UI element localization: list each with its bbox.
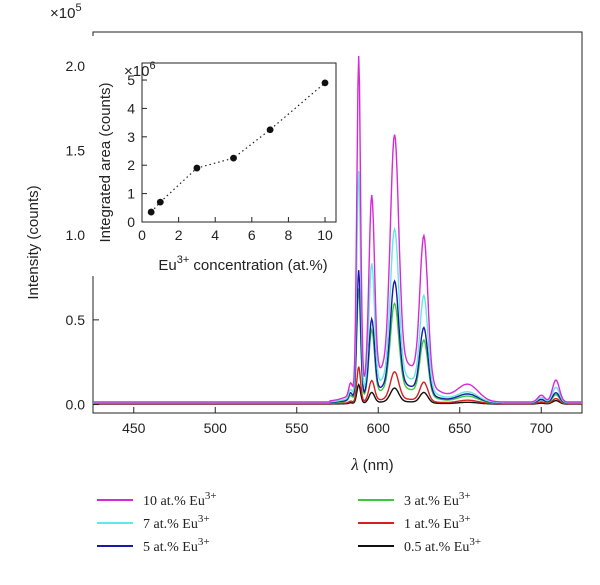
legend-label-text: 3 at.% Eu [404,494,459,509]
inset-dotted-trend-line [150,82,326,213]
inset-y-tick-label: 2 [127,157,135,173]
inset-x-tick-label: 10 [317,227,333,243]
inset-background [90,36,352,276]
inset-y-axis-label: Integrated area (counts) [97,82,114,242]
inset-point-5 [321,79,329,87]
main-y-multiplier-base: ×10 [50,5,75,22]
main-x-tick-label: 600 [367,420,391,436]
main-x-axis-ticks: 450 500 550 600 650 700 [122,407,553,436]
legend-label-text: 7 at.% Eu [143,517,198,532]
main-x-tick-label: 650 [448,420,472,436]
inset-x-axis-label-rest: concentration (at.%) [189,257,327,274]
inset-y-tick-label: 4 [127,100,135,116]
inset-x-axis-ticks: 0 2 4 6 8 10 [138,217,333,243]
inset-y-tick-label: 5 [127,72,135,88]
inset-point-2 [193,164,201,172]
main-x-axis-label-symbol: λ [350,455,358,474]
main-y-tick-label: 0.5 [66,312,86,328]
main-y-tick-label: 1.5 [66,143,86,159]
inset-point-3 [230,154,237,162]
inset-x-axis-label: Eu3+ concentration (at.%) [158,254,327,274]
inset-x-axis-label-eu: Eu [158,257,176,274]
legend: 10 at.% Eu3+7 at.% Eu3+5 at.% Eu3+3 at.%… [97,490,481,555]
legend-label-4: 1 at.% Eu3+ [404,513,471,532]
main-x-tick-label: 700 [530,420,554,436]
legend-label-0: 10 at.% Eu3+ [143,490,217,509]
legend-label-sup: 3+ [469,536,481,548]
inset-x-tick-label: 0 [138,227,146,243]
main-y-tick-label: 1.0 [66,227,86,243]
main-series-group [93,55,582,405]
inset-y-axis-ticks: 0 1 2 3 4 5 [127,72,147,230]
legend-label-text: 0.5 at.% Eu [404,540,469,555]
inset-point-4 [266,126,274,134]
legend-label-sup: 3+ [459,513,471,525]
series-line-0 [93,55,582,403]
inset-y-tick-label: 1 [127,186,135,202]
inset-y-tick-label: 3 [127,129,135,145]
inset-x-tick-label: 8 [285,227,293,243]
main-spectrum-plot: 450 500 550 600 650 700 0.00.51.01.52.0 ×105 … [25,2,583,474]
inset-point-1 [156,198,164,206]
legend-label-2: 5 at.% Eu3+ [143,536,210,555]
main-y-axis-label: Intensity (counts) [25,185,42,299]
inset-y-multiplier: ×106 [124,60,156,80]
inset-x-tick-label: 2 [175,227,183,243]
inset-y-multiplier-exp: 6 [149,60,155,72]
main-y-axis-ticks: 0.0 0.5 1.0 1.5 2.0 [66,58,99,413]
main-x-tick-label: 450 [122,420,146,436]
inset-point-0 [147,208,155,216]
series-line-4 [93,366,582,405]
legend-label-text: 1 at.% Eu [404,517,459,532]
legend-label-sup: 3+ [459,490,471,502]
main-x-tick-label: 550 [285,420,309,436]
legend-label-sup: 3+ [198,513,210,525]
main-y-tick-label: 0.0 [66,397,86,413]
legend-label-sup: 3+ [205,490,217,502]
inset-x-axis-label-sup: 3+ [177,254,190,266]
main-x-tick-label: 500 [204,420,228,436]
main-y-tick-label: 2.0 [66,58,86,74]
inset-plot-frame [141,62,337,223]
legend-label-5: 0.5 at.% Eu3+ [404,536,481,555]
main-x-axis-label-unit: (nm) [363,457,394,474]
legend-label-text: 10 at.% Eu [143,494,205,509]
inset-y-tick-label: 0 [127,214,135,230]
legend-label-1: 7 at.% Eu3+ [143,513,210,532]
main-y-multiplier-exp: 5 [75,2,81,14]
legend-label-text: 5 at.% Eu [143,540,198,555]
inset-x-tick-label: 6 [248,227,256,243]
series-line-3 [93,288,582,404]
inset-points-group [147,79,329,216]
main-x-axis-label: λ (nm) [350,455,393,474]
series-line-2 [93,270,582,404]
inset-y-multiplier-base: ×10 [124,63,149,80]
main-y-multiplier: ×105 [50,2,82,22]
inset-x-tick-label: 4 [211,227,219,243]
legend-label-sup: 3+ [198,536,210,548]
legend-label-3: 3 at.% Eu3+ [404,490,471,509]
